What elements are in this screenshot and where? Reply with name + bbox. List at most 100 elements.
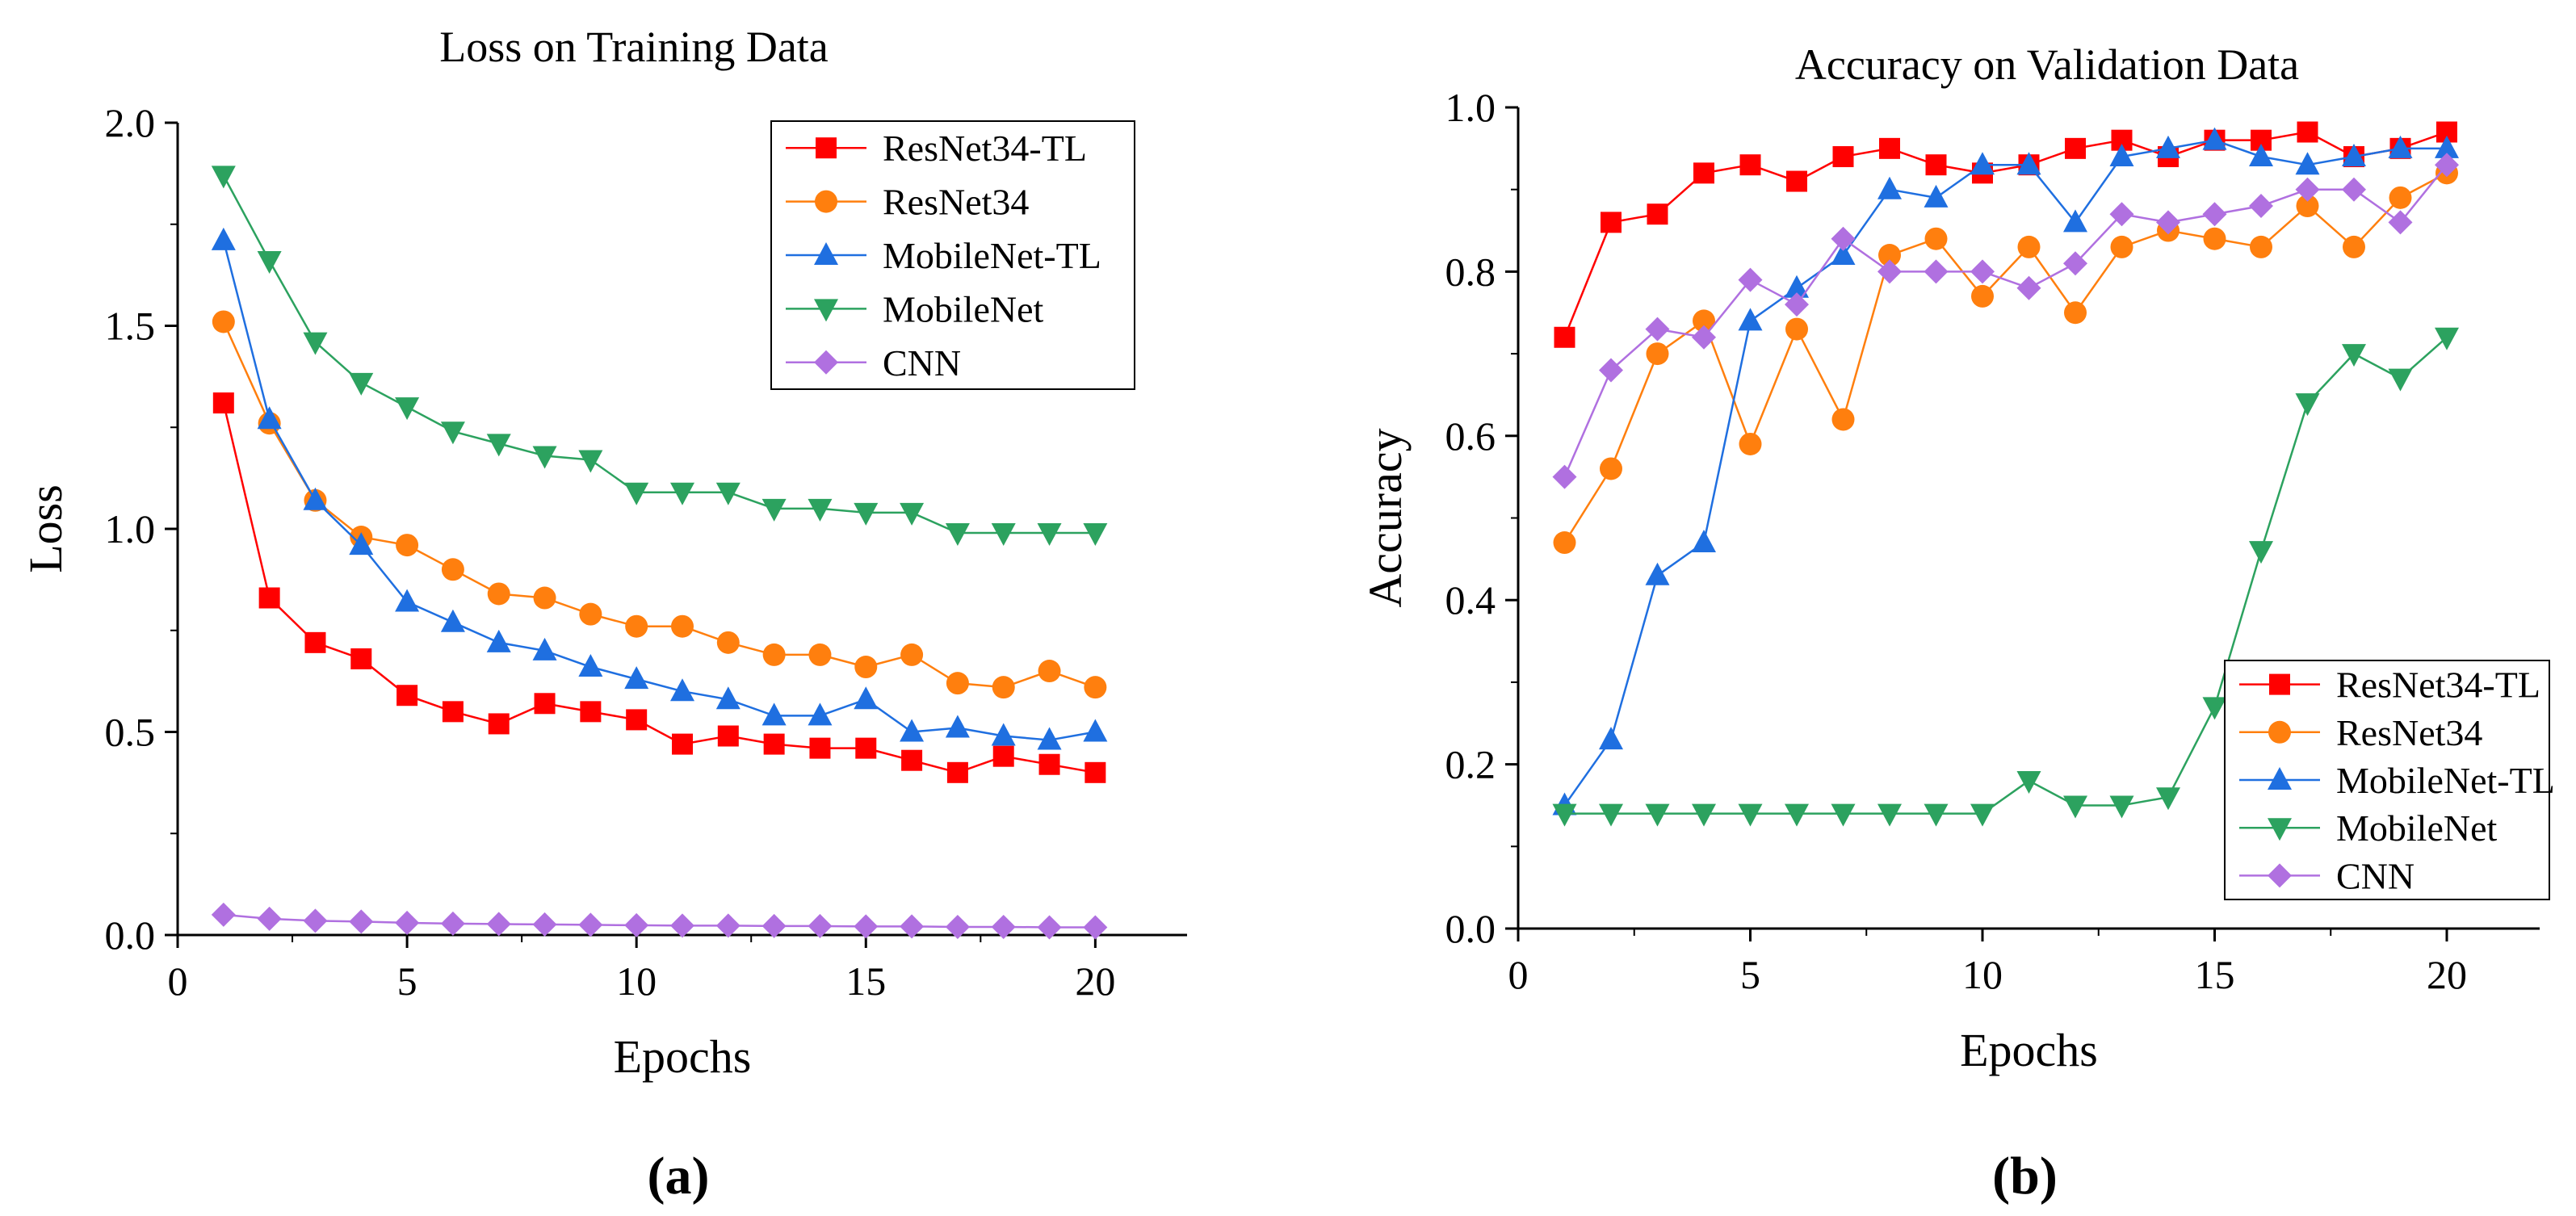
data-point [1831,242,1856,266]
data-point [761,702,787,726]
data-point [2435,135,2459,158]
data-point [717,725,739,747]
data-point [900,914,925,939]
data-point [808,913,833,938]
series-line [222,402,1096,774]
data-point [716,631,740,654]
legend-marker [2269,673,2290,695]
data-point [900,643,924,666]
data-point [1738,803,1763,827]
data-point [2063,209,2087,233]
data-point [1924,184,1949,208]
data-point [1924,259,1949,284]
data-point [486,629,511,652]
data-point [579,602,602,626]
data-point [441,558,464,581]
legend-label: ResNet34-TL [2336,665,2540,706]
series-mobilenet [1552,327,2459,827]
data-point [2110,235,2133,258]
panel-label: (a) [648,1147,710,1206]
data-point [303,487,328,510]
data-point [762,643,786,666]
y-tick-label: 1.0 [1445,85,1496,130]
data-point [1599,727,1623,750]
y-tick-label: 0.6 [1445,413,1496,459]
data-point [395,397,420,421]
data-point [304,631,326,653]
data-point [2389,186,2412,209]
data-point [1924,227,1948,250]
legend-label: MobileNet-TL [883,235,1101,276]
data-point [1553,531,1576,555]
data-point [2249,541,2273,564]
data-point [1600,457,1622,480]
legend-label: MobileNet [2336,807,2498,849]
series-cnn [211,902,1108,940]
data-point [1554,326,1575,348]
data-point [761,498,787,522]
data-point [395,910,420,935]
legend-label: MobileNet-TL [2336,760,2555,801]
data-point [1878,244,1901,267]
data-point [2342,144,2366,167]
data-point [486,912,511,937]
data-point [440,609,465,632]
data-point [440,421,465,445]
y-axis-label: Accuracy [1359,428,1412,607]
series-line [1564,336,2448,815]
data-point [808,498,833,522]
data-point [2342,344,2366,367]
data-point [396,534,419,557]
panel-a-loss-chart: 0 5 10 15 20 0.0 0.5 1.0 1.5 2.0 Loss on Training … [19,23,1187,1206]
x-tick-label: 5 [1740,952,1760,997]
legend-label: ResNet34-TL [883,128,1087,169]
data-point [808,702,833,726]
legend-marker [814,242,838,265]
data-point [2109,795,2134,819]
y-tick-label: 0.0 [105,912,156,958]
data-point [624,912,649,937]
data-point [1785,317,1808,341]
data-point [257,406,282,430]
data-point [670,678,694,702]
data-point [2109,202,2134,227]
chart-title: Accuracy on Validation Data [1795,40,2299,89]
data-point [901,749,923,771]
data-point [1879,137,1900,159]
data-point [1646,342,1669,366]
data-point [1832,146,1854,168]
data-point [1970,152,1995,175]
data-point [626,709,648,731]
data-point [1785,803,1809,827]
legend: ResNet34-TL ResNet34 MobileNet-TL MobileNet… [2224,660,2555,900]
data-point [1738,308,1763,331]
data-point [1037,915,1062,940]
data-point [2063,251,2087,276]
series-mobilenet-tl [211,227,1108,750]
data-point [946,761,968,783]
data-point [2295,177,2320,202]
data-point [533,586,556,610]
series-resnet34 [1553,161,2458,555]
data-point [396,685,418,707]
data-point [1693,162,1714,184]
x-tick-label: 15 [845,958,886,1004]
data-point [1739,432,1762,455]
data-point [991,523,1016,547]
legend-label: CNN [2336,855,2414,896]
x-tick-label: 20 [1075,958,1115,1004]
data-point [1785,275,1809,298]
y-axis-label: Loss [19,484,72,573]
data-point [625,614,648,638]
x-axis-label: Epochs [1960,1024,2098,1076]
data-point [532,912,557,937]
data-point [303,908,328,933]
data-point [532,446,557,469]
data-point [211,166,236,189]
legend: ResNet34-TL ResNet34 MobileNet-TL MobileNet… [770,120,1135,390]
data-point [2249,194,2273,219]
data-point [715,482,740,505]
legend-marker [816,137,837,159]
data-point [2388,210,2413,235]
